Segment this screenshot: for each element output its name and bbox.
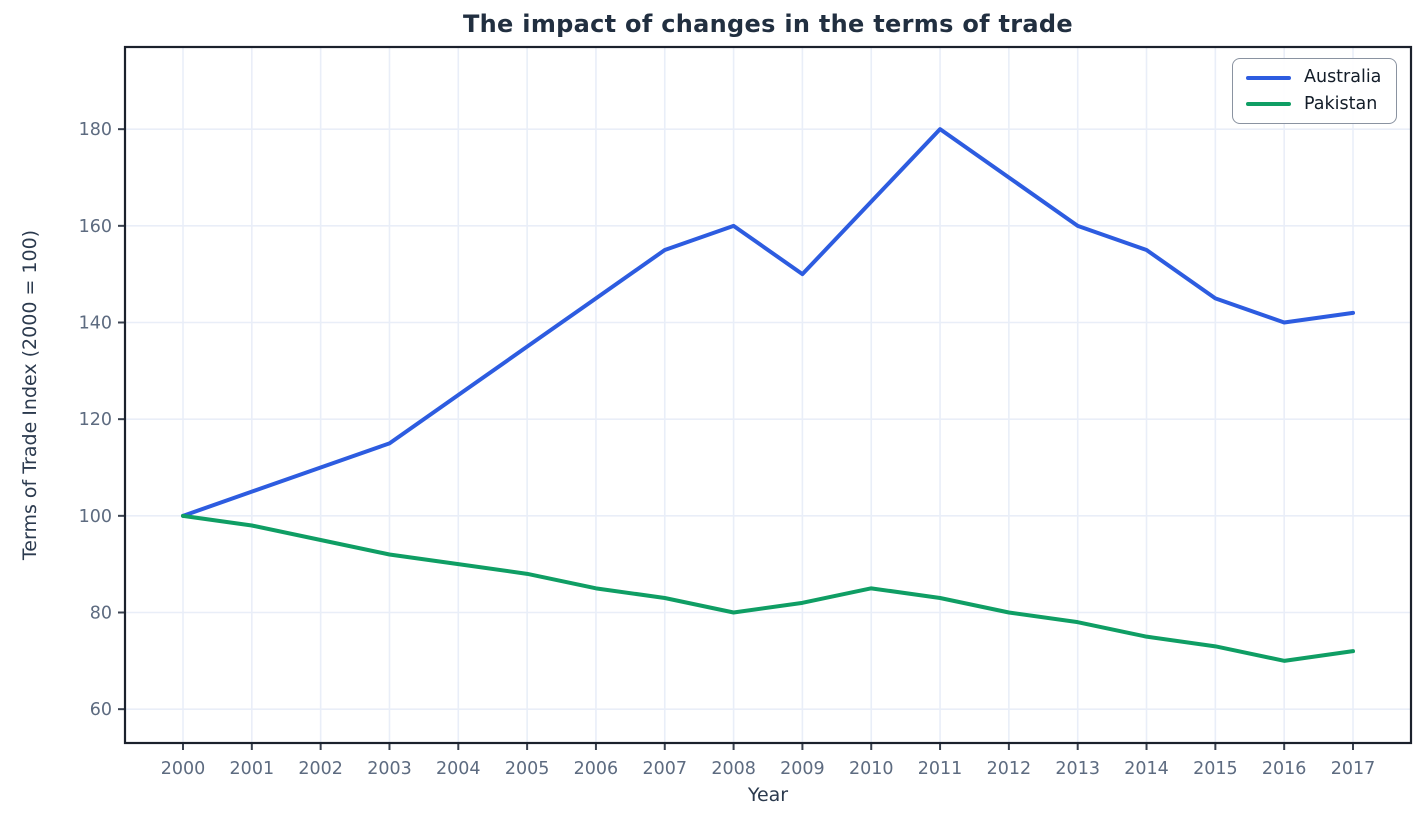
x-tick-label: 2007 (642, 759, 687, 779)
x-tick-label: 2003 (367, 759, 412, 779)
legend: Australia Pakistan (1232, 58, 1398, 124)
x-tick-label: 2009 (780, 759, 825, 779)
y-tick-label: 160 (79, 217, 112, 237)
x-tick-label: 2015 (1193, 759, 1238, 779)
x-tick-label: 2013 (1055, 759, 1100, 779)
y-axis-label: Terms of Trade Index (2000 = 100) (19, 229, 41, 561)
chart-title: The impact of changes in the terms of tr… (463, 10, 1073, 38)
x-tick-label: 2016 (1262, 759, 1307, 779)
x-tick-label: 2010 (849, 759, 894, 779)
y-tick-label: 180 (79, 120, 112, 140)
y-tick-label: 120 (79, 410, 112, 430)
plot-area (125, 47, 1411, 743)
x-tick-label: 2011 (918, 759, 963, 779)
x-tick-label: 2006 (574, 759, 619, 779)
x-tick-label: 2008 (711, 759, 756, 779)
legend-label: Pakistan (1304, 93, 1378, 114)
legend-label: Australia (1304, 67, 1382, 87)
x-tick-label: 2017 (1331, 759, 1376, 779)
y-tick-label: 80 (90, 604, 112, 624)
x-tick-label: 2005 (505, 759, 550, 779)
y-tick-label: 60 (90, 700, 112, 720)
x-axis-label: Year (747, 784, 789, 806)
x-tick-label: 2014 (1124, 759, 1169, 779)
legend-item-pakistan: Pakistan (1246, 93, 1381, 114)
australia-line-swatch (1246, 75, 1291, 80)
series-line-pakistan (181, 513, 1355, 663)
y-tick-label: 140 (79, 314, 112, 334)
x-tick-label: 2004 (436, 759, 481, 779)
plot-frame (123, 45, 1413, 745)
x-tick-label: 2001 (230, 759, 275, 779)
x-tick-label: 2012 (987, 759, 1032, 779)
pakistan-line-swatch (1246, 102, 1291, 107)
series-line-australia (181, 127, 1355, 518)
x-tick-label: 2000 (161, 759, 206, 779)
legend-item-australia: Australia (1246, 67, 1382, 87)
x-tick-label: 2002 (298, 759, 343, 779)
y-tick-label: 100 (79, 507, 112, 527)
